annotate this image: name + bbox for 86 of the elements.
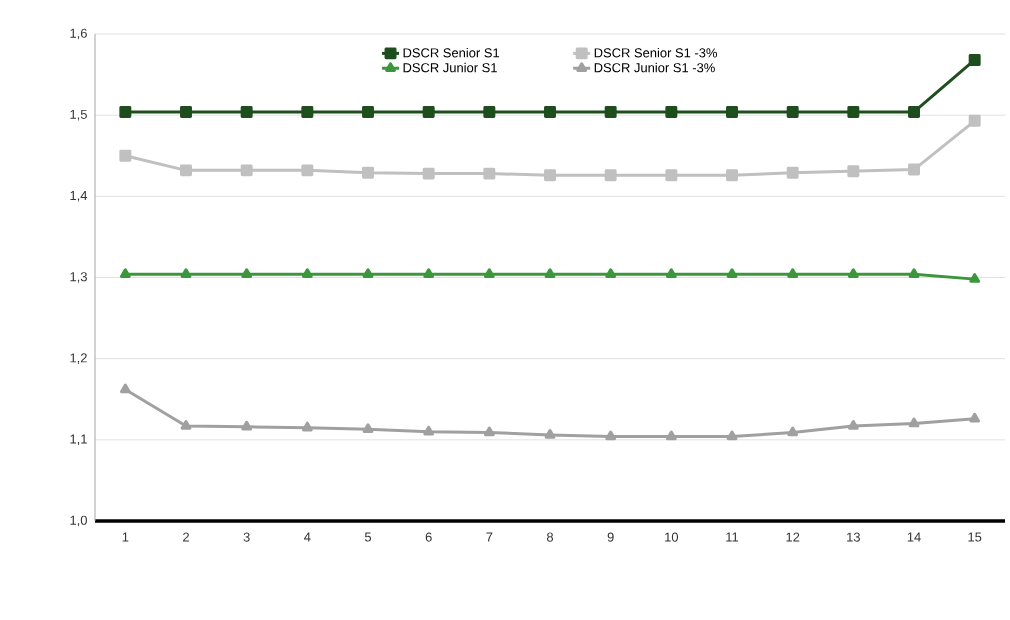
x-tick-label: 4 <box>304 532 311 542</box>
point <box>301 164 314 177</box>
point <box>422 105 435 118</box>
point <box>362 268 374 278</box>
legend-label: DSCR Senior S1 <box>403 47 500 58</box>
x-tick-label: 9 <box>607 532 614 542</box>
point <box>726 105 738 118</box>
point <box>362 105 374 118</box>
point <box>362 166 374 179</box>
y-tick-label: 1,6 <box>70 28 87 40</box>
x-tick-label: 12 <box>786 532 800 542</box>
y-tick-label: 1,2 <box>70 353 87 365</box>
point <box>847 268 859 278</box>
point <box>968 53 981 66</box>
legend-label: DSCR Senior S1 -3% <box>594 47 717 58</box>
point <box>240 164 253 177</box>
x-tick-label: 8 <box>546 532 554 542</box>
point <box>908 163 920 176</box>
point <box>787 268 799 278</box>
y-tick-label: 1,1 <box>70 434 87 446</box>
legend-label: DSCR Junior S1 -3% <box>594 62 715 73</box>
point <box>665 105 678 118</box>
x-tick-label: 15 <box>968 532 982 542</box>
point <box>301 421 313 432</box>
point <box>726 268 738 278</box>
point <box>241 268 253 278</box>
point <box>180 268 192 278</box>
point <box>423 268 435 278</box>
x-tick-label: 7 <box>486 532 493 542</box>
x-tick-label: 5 <box>364 532 372 542</box>
point <box>665 430 677 441</box>
point <box>786 166 799 179</box>
point <box>180 164 192 177</box>
point <box>544 169 556 182</box>
point <box>908 105 920 118</box>
point <box>969 412 981 423</box>
x-tick-label: 3 <box>243 532 250 542</box>
point <box>423 425 435 436</box>
point <box>241 420 253 431</box>
y-tick-label: 1,3 <box>70 272 87 283</box>
x-tick-label: 13 <box>847 532 860 542</box>
point <box>301 105 314 118</box>
point <box>847 420 859 430</box>
point <box>969 273 981 283</box>
point <box>908 268 920 278</box>
point <box>544 105 556 118</box>
point <box>119 105 132 118</box>
legend-label: DSCR Junior S1 <box>403 62 497 73</box>
point <box>786 105 799 118</box>
point <box>544 268 556 278</box>
y-tick-label: 1,4 <box>70 191 88 202</box>
point <box>119 149 132 162</box>
x-tick-label: 6 <box>425 532 432 542</box>
point <box>726 169 738 182</box>
point <box>180 105 192 118</box>
point <box>483 167 496 180</box>
y-tick-label: 1,5 <box>70 109 87 121</box>
point <box>544 428 556 439</box>
point <box>847 105 860 118</box>
x-tick-label: 2 <box>183 532 189 542</box>
point <box>240 105 253 118</box>
x-tick-label: 14 <box>907 532 921 542</box>
point <box>665 169 678 182</box>
point <box>787 426 799 437</box>
point <box>604 169 617 182</box>
point <box>301 268 313 278</box>
point <box>483 426 495 437</box>
point <box>180 420 192 430</box>
point <box>119 268 131 278</box>
point <box>605 268 617 278</box>
point <box>119 383 131 394</box>
point <box>605 430 617 441</box>
x-tick-label: 11 <box>726 532 739 542</box>
point <box>483 105 496 118</box>
point <box>483 268 495 278</box>
point <box>362 423 374 434</box>
point <box>665 268 677 278</box>
y-tick-label: 1,0 <box>70 515 87 527</box>
x-tick-label: 10 <box>665 532 679 542</box>
point <box>422 167 435 180</box>
point <box>908 417 920 428</box>
x-tick-label: 1 <box>122 532 129 542</box>
point <box>726 430 738 441</box>
point <box>847 165 860 178</box>
point <box>604 105 617 118</box>
point <box>968 114 981 127</box>
